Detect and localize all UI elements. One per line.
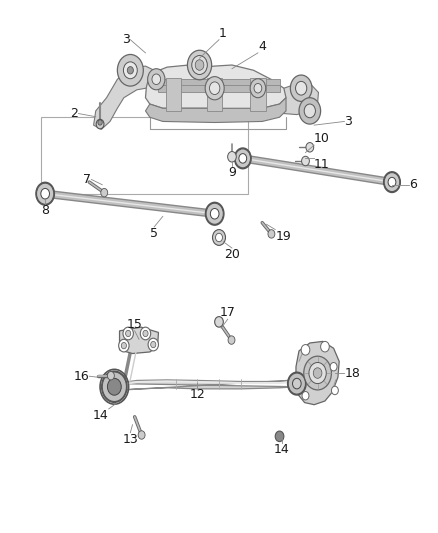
Circle shape <box>124 62 137 79</box>
Circle shape <box>239 154 247 163</box>
Circle shape <box>293 378 301 389</box>
Circle shape <box>304 104 315 118</box>
Circle shape <box>288 373 305 394</box>
Circle shape <box>102 372 127 401</box>
Circle shape <box>332 386 338 394</box>
Circle shape <box>330 362 337 371</box>
Text: 8: 8 <box>41 204 49 217</box>
Polygon shape <box>250 78 266 111</box>
Text: 6: 6 <box>409 178 417 191</box>
Circle shape <box>192 55 207 75</box>
Circle shape <box>210 208 219 219</box>
Circle shape <box>195 60 204 70</box>
Text: 9: 9 <box>228 166 236 179</box>
Circle shape <box>107 372 114 380</box>
Circle shape <box>212 230 226 245</box>
Circle shape <box>36 183 54 204</box>
Circle shape <box>215 233 223 241</box>
Circle shape <box>302 156 309 166</box>
Circle shape <box>143 330 148 337</box>
Text: 14: 14 <box>274 443 290 456</box>
Circle shape <box>228 336 235 344</box>
Circle shape <box>296 82 307 95</box>
Polygon shape <box>120 327 159 353</box>
Circle shape <box>96 119 104 129</box>
Circle shape <box>234 147 252 169</box>
Circle shape <box>299 98 321 124</box>
Circle shape <box>287 372 307 395</box>
Circle shape <box>205 77 224 100</box>
Text: 16: 16 <box>74 370 89 383</box>
Text: 2: 2 <box>71 107 78 120</box>
Text: 20: 20 <box>224 248 240 261</box>
Circle shape <box>304 356 332 390</box>
Circle shape <box>250 79 266 98</box>
Circle shape <box>98 120 102 125</box>
Polygon shape <box>159 85 279 92</box>
Circle shape <box>101 370 128 403</box>
Circle shape <box>275 431 284 442</box>
Circle shape <box>309 362 326 384</box>
Text: 3: 3 <box>123 33 131 46</box>
Polygon shape <box>159 79 279 87</box>
Circle shape <box>127 67 134 74</box>
Text: 13: 13 <box>123 433 138 446</box>
Polygon shape <box>271 83 318 115</box>
Circle shape <box>209 82 220 94</box>
Circle shape <box>301 344 310 355</box>
Polygon shape <box>207 78 223 111</box>
Circle shape <box>148 338 159 351</box>
Circle shape <box>228 151 236 162</box>
Polygon shape <box>145 98 286 123</box>
Circle shape <box>35 182 55 206</box>
Circle shape <box>138 431 145 439</box>
Text: 4: 4 <box>258 40 266 53</box>
Text: 10: 10 <box>314 132 330 145</box>
Circle shape <box>119 340 129 352</box>
Circle shape <box>187 50 212 80</box>
Polygon shape <box>115 380 297 391</box>
Text: 7: 7 <box>83 173 92 186</box>
Text: 1: 1 <box>219 27 227 39</box>
Text: 11: 11 <box>314 158 330 172</box>
Circle shape <box>388 177 396 187</box>
Circle shape <box>254 84 262 93</box>
Circle shape <box>107 378 121 395</box>
Circle shape <box>302 392 309 400</box>
Circle shape <box>235 149 251 168</box>
Circle shape <box>290 75 312 101</box>
Circle shape <box>121 342 127 349</box>
Circle shape <box>215 317 223 327</box>
Circle shape <box>140 327 151 340</box>
Polygon shape <box>166 78 181 111</box>
Circle shape <box>151 342 156 348</box>
Circle shape <box>41 189 49 199</box>
Text: 15: 15 <box>127 318 143 331</box>
Text: 17: 17 <box>220 306 236 319</box>
Circle shape <box>126 330 131 337</box>
Circle shape <box>384 173 400 191</box>
Text: 12: 12 <box>190 388 205 401</box>
Text: 5: 5 <box>150 227 158 240</box>
Circle shape <box>383 171 401 193</box>
Text: 14: 14 <box>93 409 109 422</box>
Circle shape <box>117 54 143 86</box>
Circle shape <box>206 203 223 224</box>
Polygon shape <box>145 65 286 109</box>
Circle shape <box>205 201 225 226</box>
Circle shape <box>123 327 134 340</box>
Circle shape <box>148 69 165 90</box>
Circle shape <box>101 189 108 197</box>
Circle shape <box>152 74 161 85</box>
Polygon shape <box>94 66 159 130</box>
Circle shape <box>268 230 275 238</box>
Circle shape <box>321 342 329 352</box>
Text: 19: 19 <box>275 230 291 243</box>
Polygon shape <box>296 342 339 405</box>
Circle shape <box>313 368 322 378</box>
Bar <box>41 117 248 193</box>
Text: 18: 18 <box>344 367 360 379</box>
Text: 3: 3 <box>344 115 352 128</box>
Circle shape <box>306 142 314 152</box>
